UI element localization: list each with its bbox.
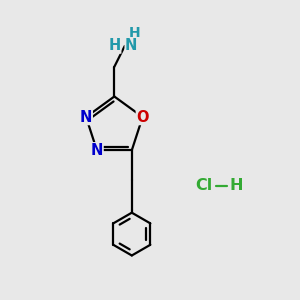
Text: N: N — [125, 38, 137, 53]
Text: H: H — [230, 178, 243, 193]
Text: H: H — [128, 26, 140, 40]
Text: Cl: Cl — [195, 178, 212, 193]
Text: H: H — [109, 38, 121, 53]
Text: N: N — [80, 110, 92, 124]
Text: O: O — [136, 110, 149, 124]
Text: N: N — [91, 143, 103, 158]
